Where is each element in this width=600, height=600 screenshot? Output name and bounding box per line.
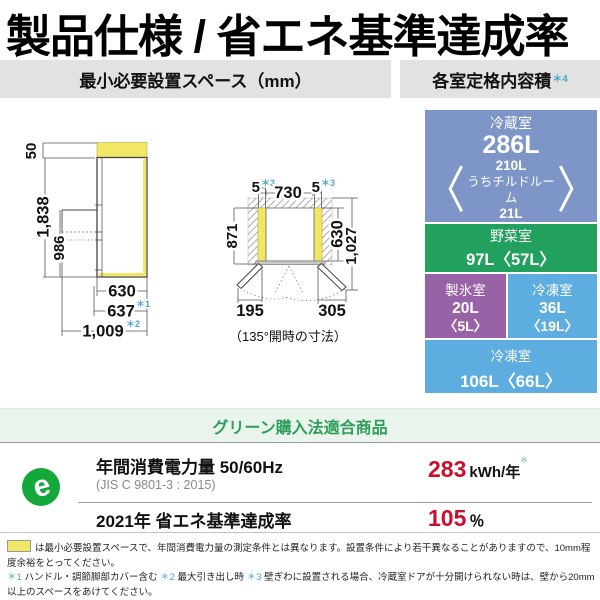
- header-capacity-note: ＊4: [552, 73, 568, 85]
- capacity-ice-value: 20L: [452, 300, 479, 317]
- capacity-fridge-value: 286L: [482, 130, 540, 159]
- dim-depth-body-top: 630: [328, 220, 346, 248]
- annual-consumption-standard: (JIS C 9801-3 : 2015): [96, 478, 216, 492]
- dim-drawer-height: 986: [51, 235, 68, 260]
- side-bottom-clearance-strip: [99, 273, 146, 277]
- dim-depth-open-note: ＊2: [126, 319, 140, 329]
- dim-gap-right-note: ＊3: [321, 178, 335, 188]
- annual-consumption-label: 年間消費電力量 50/60Hz: [96, 458, 284, 477]
- capacity-vegetable-name: 野菜室: [490, 228, 532, 244]
- capacity-fridge-detail2: うちチルドルーム: [467, 174, 555, 205]
- energy-saving-emark-icon: e: [22, 468, 60, 506]
- dim-depth-handle-note: ＊1: [136, 299, 150, 309]
- capacity-vegetable-value: 97L〈57L〉: [466, 250, 556, 269]
- energy-row-divider: [78, 502, 592, 503]
- side-view-diagram: 50 1,838 986 630 637 ＊1 1,009 ＊2: [20, 140, 151, 343]
- dim-gap-right: 5: [312, 179, 320, 196]
- header-installation-space-label: 最小必要設置スペース（mm）: [79, 71, 312, 91]
- side-fridge-body: [96, 156, 148, 278]
- green-law-header-label: グリーン購入法適合商品: [212, 419, 388, 437]
- capacity-freezer-main: 冷凍室 106L〈66L〉: [425, 340, 597, 393]
- energy-section: e 年間消費電力量 50/60Hz (JIS C 9801-3 : 2015) …: [0, 444, 600, 533]
- capacity-ice-sub: 〈5L〉: [443, 318, 488, 335]
- bracket-close: 〉: [557, 163, 597, 219]
- side-top-clearance-band: [96, 142, 148, 158]
- side-rear-clearance-strip: [143, 159, 147, 275]
- page-title: 製品仕様 / 省エネ基準達成率: [6, 11, 570, 62]
- installation-diagrams: 50 1,838 986 630 637 ＊1 1,009 ＊2: [20, 140, 362, 345]
- top-fridge-body: [265, 207, 315, 262]
- capacity-freezer-main-value: 106L〈66L〉: [459, 372, 563, 391]
- dim-top-clearance: 50: [23, 143, 40, 160]
- dim-door-swing-left: 195: [236, 302, 264, 320]
- footnote-text-1: ハンドル・調節脚部カバー含む: [24, 572, 158, 584]
- side-dimension-lines: [42, 142, 148, 336]
- bracket-open: 〈: [425, 163, 465, 219]
- dim-gap-left-note: ＊3: [261, 178, 275, 188]
- top-view-caption: （135°開時の寸法）: [229, 329, 347, 344]
- top-clearance-strip-left: [257, 207, 267, 262]
- top-clearance-strip-right: [313, 207, 323, 262]
- footnote-text-2: 最大引き出し時: [177, 572, 245, 584]
- footnotes: は最小必要設置スペースで、年間消費電力量の測定条件とは異なります。設置条件により…: [7, 540, 595, 600]
- annual-consumption-note: ※: [520, 455, 528, 465]
- footnote-marker-2: ＊2: [160, 572, 175, 584]
- header-capacity: 各室定格内容積 ＊4: [400, 60, 600, 98]
- green-law-header: グリーン購入法適合商品: [0, 408, 600, 443]
- header-installation-space: 最小必要設置スペース（mm）: [0, 60, 391, 98]
- achievement-rate-value: 105: [428, 505, 467, 531]
- dim-depth-handle: 637: [107, 303, 135, 321]
- door-open-left: [236, 262, 264, 290]
- dim-door-swing-right: 305: [318, 302, 346, 320]
- footnote-text-3: 壁ぎわに設置される場合、冷蔵室ドアが十分開けられない時は、壁から20mm以上のス…: [7, 572, 595, 599]
- side-open-drawer: [61, 209, 97, 241]
- footnote-marker-1: ＊1: [7, 572, 22, 584]
- annual-consumption-value: 283: [428, 456, 467, 482]
- door-swing-arcs: [239, 265, 346, 301]
- capacity-freezer-upper: 冷凍室 36L 〈19L〉: [508, 274, 597, 338]
- achievement-rate-unit: ％: [469, 513, 485, 530]
- capacity-fridge-detail3: 21L: [499, 206, 523, 222]
- header-capacity-label: 各室定格内容積: [432, 71, 552, 91]
- capacity-fridge-name: 冷蔵室: [490, 115, 532, 131]
- dim-width: 730: [274, 184, 302, 202]
- capacity-freezer-upper-value: 36L: [539, 300, 566, 317]
- dim-depth-open: 1,009: [82, 323, 123, 341]
- top-view-diagram: 5 ＊3 5 ＊3 730 871 630 1,027 195 305 （135…: [221, 177, 362, 345]
- capacity-ice-name: 製氷室: [445, 283, 486, 298]
- capacity-vegetable: 野菜室 97L〈57L〉: [425, 224, 597, 272]
- dim-depth-left: 871: [224, 223, 241, 248]
- capacity-fridge-detail1: 210L: [495, 158, 527, 174]
- dim-gap-left: 5: [252, 179, 260, 196]
- capacity-freezer-main-name: 冷凍室: [490, 349, 532, 364]
- yellow-swatch: [7, 540, 31, 552]
- footnote-min-space: は最小必要設置スペースで、年間消費電力量の測定条件とは異なります。設置条件により…: [7, 540, 595, 571]
- dim-depth-body: 630: [108, 283, 136, 301]
- footnote-asterisks: ＊1 ハンドル・調節脚部カバー含む ＊2 最大引き出し時 ＊3 壁ぎわに設置され…: [7, 571, 595, 600]
- footnote-min-space-text: は最小必要設置スペースで、年間消費電力量の測定条件とは異なります。設置条件により…: [7, 543, 591, 569]
- dim-depth-door-open: 1,027: [343, 227, 360, 265]
- capacity-fridge: 冷蔵室 286L 〈 210L うちチルドルーム 21L 〉: [425, 110, 597, 222]
- achievement-rate-value-group: 105 ％: [428, 505, 484, 532]
- door-closed-band: [255, 260, 325, 265]
- door-open-right: [316, 262, 347, 292]
- footnote-marker-3: ＊3: [246, 572, 262, 584]
- achievement-rate-label: 2021年 省エネ基準達成率: [96, 512, 292, 531]
- annual-consumption-value-group: 283 kWh/年※: [428, 455, 528, 483]
- wall-left: [247, 207, 259, 266]
- capacity-freezer-upper-sub: 〈19L〉: [526, 318, 579, 335]
- dim-height: 1,838: [34, 196, 52, 237]
- capacity-freezer-upper-name: 冷凍室: [532, 283, 573, 298]
- top-dimension-lines: [233, 186, 358, 306]
- capacity-ice: 製氷室 20L 〈5L〉: [425, 274, 506, 338]
- annual-consumption-unit: kWh/年: [469, 464, 521, 481]
